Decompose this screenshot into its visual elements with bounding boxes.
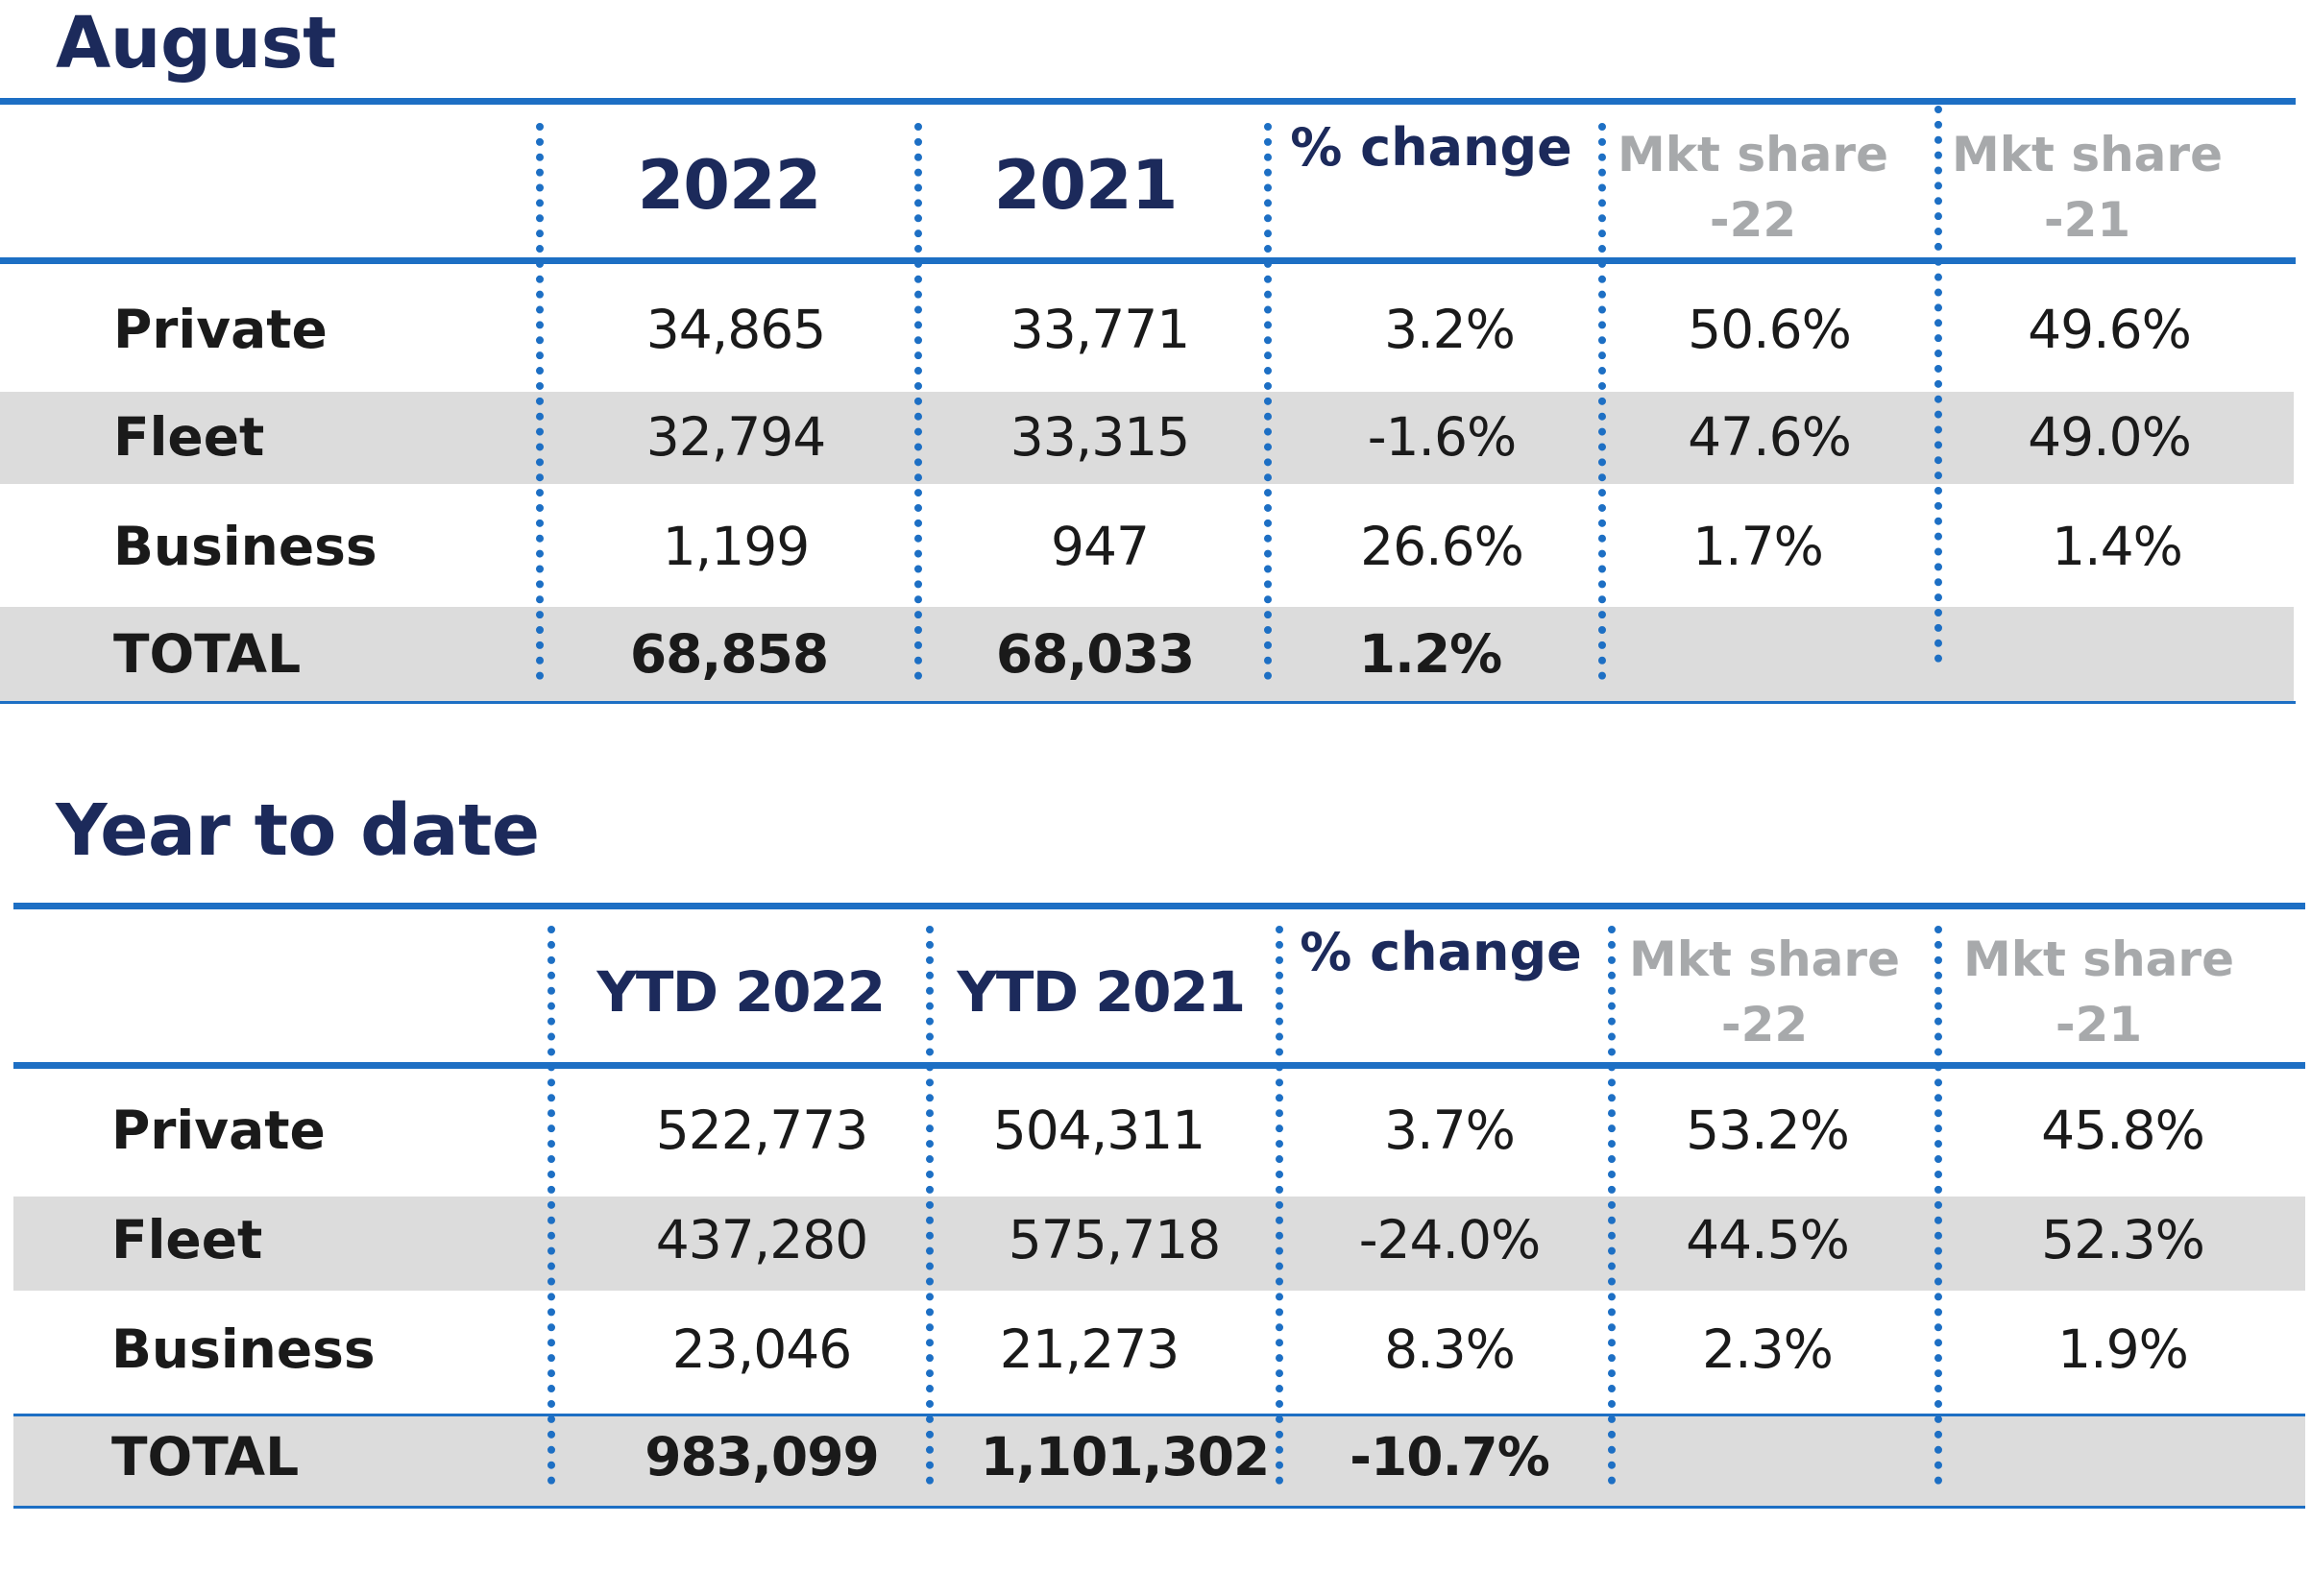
ytd-sep-3 bbox=[1276, 926, 1283, 1485]
august-total-band bbox=[0, 607, 2294, 701]
august-header-change: % change bbox=[1290, 117, 1572, 178]
august-business-mkt22: 1.7% bbox=[1692, 516, 1824, 577]
august-fleet-band bbox=[0, 392, 2294, 484]
ytd-business-2022: 23,046 bbox=[671, 1318, 852, 1380]
ytd-business-change: 8.3% bbox=[1384, 1318, 1516, 1380]
ytd-header-change: % change bbox=[1300, 922, 1582, 982]
ytd-header-2021: YTD 2021 bbox=[957, 959, 1246, 1025]
ytd-header-rule bbox=[13, 1062, 2305, 1069]
august-sep-4 bbox=[1598, 123, 1606, 680]
ytd-total-change: -10.7% bbox=[1350, 1426, 1550, 1487]
ytd-header-mkt21: Mkt share -21 bbox=[1963, 931, 2234, 1052]
ytd-private-change: 3.7% bbox=[1384, 1100, 1516, 1161]
august-header-rule bbox=[0, 257, 2296, 264]
ytd-sep-4 bbox=[1608, 926, 1616, 1485]
august-sep-3 bbox=[1264, 123, 1272, 680]
august-private-change: 3.2% bbox=[1384, 299, 1516, 360]
august-row-label-total: TOTAL bbox=[113, 623, 302, 685]
august-fleet-2021: 33,315 bbox=[1010, 406, 1190, 468]
august-title: August bbox=[56, 2, 337, 85]
ytd-header-2022: YTD 2022 bbox=[596, 959, 886, 1025]
august-business-2022: 1,199 bbox=[662, 516, 810, 577]
ytd-fleet-2021: 575,718 bbox=[1008, 1209, 1221, 1270]
august-header-mkt21: Mkt share -21 bbox=[1952, 127, 2223, 248]
ytd-top-rule bbox=[13, 903, 2305, 909]
august-business-2021: 947 bbox=[1051, 516, 1150, 577]
august-total-change: 1.2% bbox=[1358, 623, 1503, 685]
august-private-2022: 34,865 bbox=[645, 299, 826, 360]
august-fleet-mkt22: 47.6% bbox=[1688, 406, 1852, 468]
ytd-business-mkt22: 2.3% bbox=[1702, 1318, 1834, 1380]
ytd-sep-1 bbox=[547, 926, 555, 1485]
august-total-2021: 68,033 bbox=[995, 623, 1195, 685]
ytd-sep-2 bbox=[926, 926, 934, 1485]
august-header-mkt22: Mkt share -22 bbox=[1618, 127, 1888, 248]
ytd-total-top-rule bbox=[13, 1414, 2305, 1416]
august-sep-2 bbox=[914, 123, 922, 680]
ytd-business-2021: 21,273 bbox=[999, 1318, 1180, 1380]
august-header-2021: 2021 bbox=[993, 146, 1179, 225]
ytd-total-2022: 983,099 bbox=[645, 1426, 880, 1487]
august-header-2022: 2022 bbox=[637, 146, 822, 225]
august-row-label-business: Business bbox=[113, 516, 377, 577]
ytd-fleet-change: -24.0% bbox=[1358, 1209, 1542, 1270]
august-fleet-2022: 32,794 bbox=[645, 406, 826, 468]
ytd-fleet-mkt22: 44.5% bbox=[1686, 1209, 1850, 1270]
ytd-bottom-rule bbox=[13, 1506, 2305, 1509]
august-business-change: 26.6% bbox=[1360, 516, 1524, 577]
august-top-rule bbox=[0, 98, 2296, 105]
ytd-private-mkt22: 53.2% bbox=[1686, 1100, 1850, 1161]
ytd-fleet-band bbox=[13, 1197, 2305, 1291]
ytd-total-2021: 1,101,302 bbox=[980, 1426, 1271, 1487]
august-row-label-fleet: Fleet bbox=[113, 406, 265, 468]
august-fleet-mkt21: 49.0% bbox=[2028, 406, 2192, 468]
ytd-sep-5 bbox=[1934, 926, 1942, 1485]
august-row-label-private: Private bbox=[113, 299, 328, 360]
ytd-private-2022: 522,773 bbox=[655, 1100, 868, 1161]
ytd-title: Year to date bbox=[56, 789, 540, 872]
ytd-total-band bbox=[13, 1416, 2305, 1506]
august-sep-1 bbox=[536, 123, 544, 680]
august-private-mkt22: 50.6% bbox=[1688, 299, 1852, 360]
august-business-mkt21: 1.4% bbox=[2052, 516, 2183, 577]
august-private-2021: 33,771 bbox=[1010, 299, 1190, 360]
ytd-row-label-total: TOTAL bbox=[111, 1426, 300, 1487]
ytd-business-mkt21: 1.9% bbox=[2057, 1318, 2189, 1380]
ytd-fleet-2022: 437,280 bbox=[655, 1209, 868, 1270]
ytd-fleet-mkt21: 52.3% bbox=[2041, 1209, 2205, 1270]
ytd-row-label-business: Business bbox=[111, 1318, 376, 1380]
ytd-private-2021: 504,311 bbox=[992, 1100, 1205, 1161]
ytd-row-label-fleet: Fleet bbox=[111, 1209, 263, 1270]
ytd-header-mkt22: Mkt share -22 bbox=[1629, 931, 1900, 1052]
august-fleet-change: -1.6% bbox=[1367, 406, 1518, 468]
august-sep-5 bbox=[1934, 106, 1942, 663]
ytd-row-label-private: Private bbox=[111, 1100, 326, 1161]
august-private-mkt21: 49.6% bbox=[2028, 299, 2192, 360]
ytd-private-mkt21: 45.8% bbox=[2041, 1100, 2205, 1161]
august-bottom-rule bbox=[0, 701, 2296, 704]
august-total-2022: 68,858 bbox=[629, 623, 829, 685]
